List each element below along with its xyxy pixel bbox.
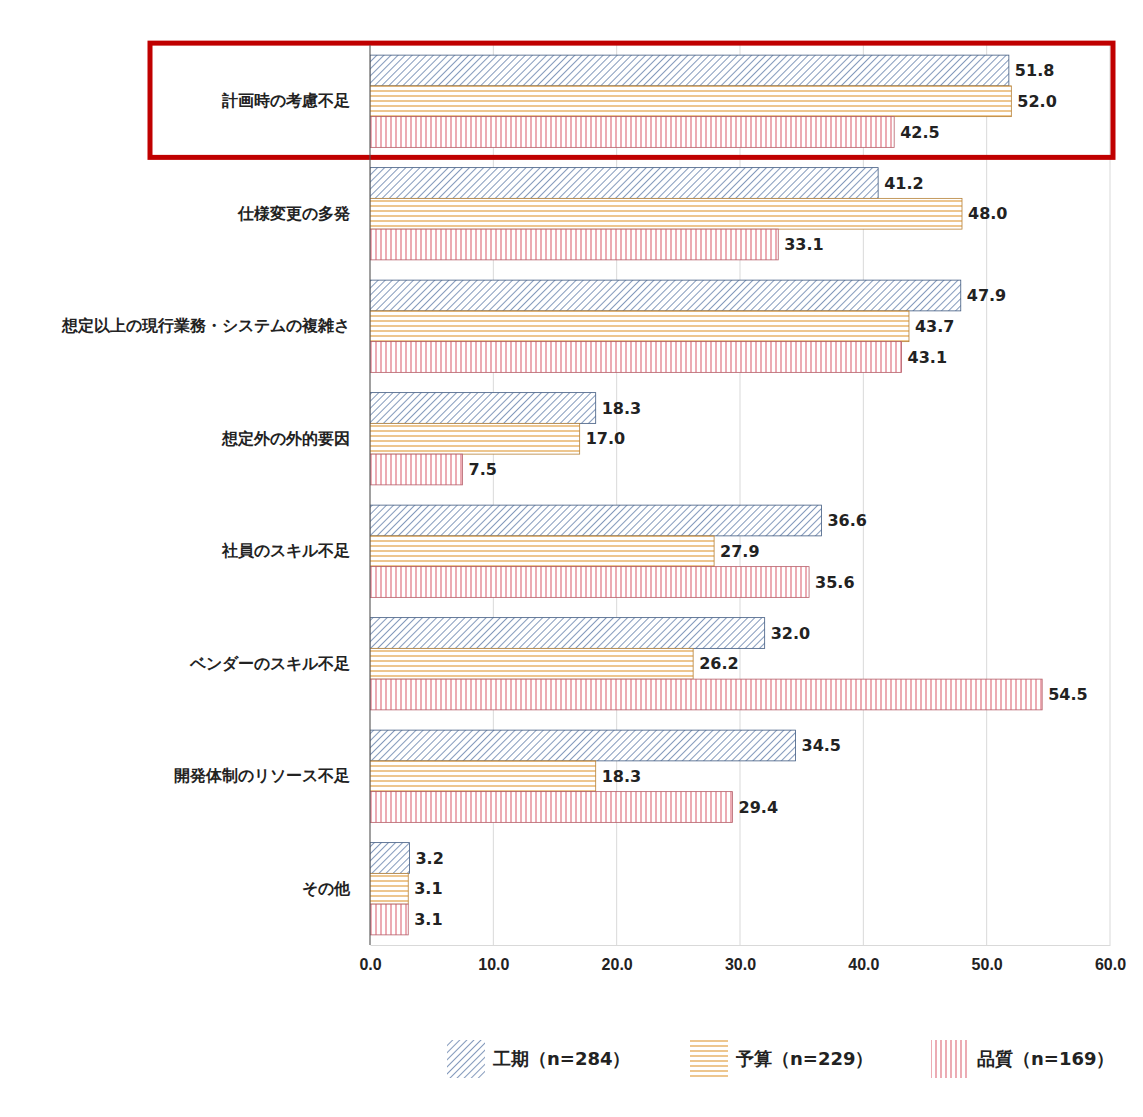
legend-swatch	[690, 1040, 728, 1078]
tick-label: 10.0	[478, 956, 509, 973]
tick: 40.0	[848, 945, 879, 973]
data-label: 52.0	[1017, 92, 1056, 111]
category-label: その他	[302, 880, 351, 898]
data-label: 29.4	[739, 798, 778, 817]
bar	[370, 761, 596, 792]
data-label: 18.3	[602, 399, 641, 418]
tick-label: 60.0	[1095, 956, 1126, 973]
data-label: 43.1	[908, 348, 947, 367]
legend-swatch	[447, 1040, 485, 1078]
grid-line	[1110, 45, 1111, 945]
grid-line	[370, 45, 371, 945]
data-label: 33.1	[784, 235, 823, 254]
data-label: 3.1	[414, 879, 442, 898]
highlight-box	[150, 43, 1113, 157]
tick: 開発体制のリソース不足	[174, 767, 350, 784]
bar	[370, 679, 1042, 710]
tick: 50.0	[972, 945, 1003, 973]
bar	[370, 342, 902, 373]
bar	[370, 423, 580, 454]
bar	[370, 873, 408, 904]
data-label: 7.5	[469, 460, 497, 479]
tick: 仕様変更の多発	[237, 204, 350, 222]
bars	[370, 55, 1042, 935]
tick: 30.0	[725, 945, 756, 973]
bar	[370, 567, 809, 598]
category-label: 想定外の外的要因	[221, 430, 350, 447]
legend-label: 品質（n=169）	[977, 1048, 1114, 1069]
category-label: 開発体制のリソース不足	[174, 767, 350, 784]
tick-label: 50.0	[972, 956, 1003, 973]
data-label: 35.6	[815, 573, 854, 592]
tick-label: 40.0	[848, 956, 879, 973]
bar	[370, 536, 714, 567]
bar	[370, 904, 408, 935]
tick: ベンダーのスキル不足	[189, 655, 350, 672]
tick: その他	[302, 880, 351, 898]
tick: 社員のスキル不足	[221, 542, 350, 559]
data-label: 47.9	[967, 286, 1006, 305]
data-label: 54.5	[1048, 685, 1087, 704]
tick-label: 0.0	[359, 956, 381, 973]
tick-label: 20.0	[602, 956, 633, 973]
bar	[370, 618, 765, 649]
tick: 0.0	[359, 945, 381, 973]
data-label: 3.1	[414, 910, 442, 929]
axis-line	[370, 45, 371, 945]
tick: 20.0	[602, 945, 633, 973]
data-label: 3.2	[415, 849, 443, 868]
tick: 計画時の考慮不足	[221, 92, 350, 109]
bar	[370, 730, 796, 761]
data-label: 34.5	[802, 736, 841, 755]
tick: 10.0	[478, 945, 509, 973]
bar	[370, 843, 409, 874]
data-label: 36.6	[827, 511, 866, 530]
bar	[370, 198, 962, 229]
bar	[370, 117, 894, 148]
category-label: 社員のスキル不足	[221, 542, 350, 559]
tick: 想定外の外的要因	[221, 430, 350, 447]
legend-label: 工期（n=284）	[492, 1048, 630, 1069]
data-label: 43.7	[915, 317, 954, 336]
bar	[370, 393, 596, 424]
legend-label: 予算（n=229）	[735, 1048, 873, 1069]
bar	[370, 168, 878, 199]
category-label: 想定以上の現行業務・システムの複雑さ	[61, 317, 350, 334]
tick: 想定以上の現行業務・システムの複雑さ	[61, 317, 350, 334]
x-axis: 0.0 10.0 20.0 30.0 40.0 50.0 60.0	[359, 945, 1126, 973]
data-label: 51.8	[1015, 61, 1054, 80]
tick-label: 30.0	[725, 956, 756, 973]
axis-line	[371, 945, 1111, 946]
legend-swatch	[931, 1040, 969, 1078]
bar	[370, 311, 909, 342]
legend: 工期（n=284） 予算（n=229） 品質（n=169）	[447, 1040, 1114, 1078]
data-label: 32.0	[771, 624, 810, 643]
grid	[370, 45, 1110, 945]
y-axis: 計画時の考慮不足仕様変更の多発想定以上の現行業務・システムの複雑さ想定外の外的要…	[61, 45, 370, 945]
data-label: 17.0	[586, 429, 625, 448]
data-labels: 51.8 41.2 47.9 18.3 36.6 32.0 34.5 3.2 52.0 48.0 4…	[414, 61, 1087, 929]
category-label: 計画時の考慮不足	[221, 92, 350, 109]
category-label: ベンダーのスキル不足	[189, 655, 350, 672]
data-label: 42.5	[900, 123, 939, 142]
data-label: 27.9	[720, 542, 759, 561]
grid-line	[986, 45, 987, 945]
bar	[370, 454, 463, 485]
bar	[370, 86, 1011, 117]
bar	[370, 792, 733, 823]
bar	[370, 280, 961, 311]
chart: 51.8 41.2 47.9 18.3 36.6 32.0 34.5 3.2 52.0 48.0 4…	[0, 0, 1143, 1117]
bar	[370, 648, 693, 679]
data-label: 48.0	[968, 204, 1007, 223]
data-label: 18.3	[602, 767, 641, 786]
data-label: 26.2	[699, 654, 738, 673]
category-label: 仕様変更の多発	[237, 204, 350, 222]
bar	[370, 505, 821, 536]
tick: 60.0	[1095, 945, 1126, 973]
data-label: 41.2	[884, 174, 923, 193]
bar	[370, 55, 1009, 86]
bar	[370, 229, 778, 260]
